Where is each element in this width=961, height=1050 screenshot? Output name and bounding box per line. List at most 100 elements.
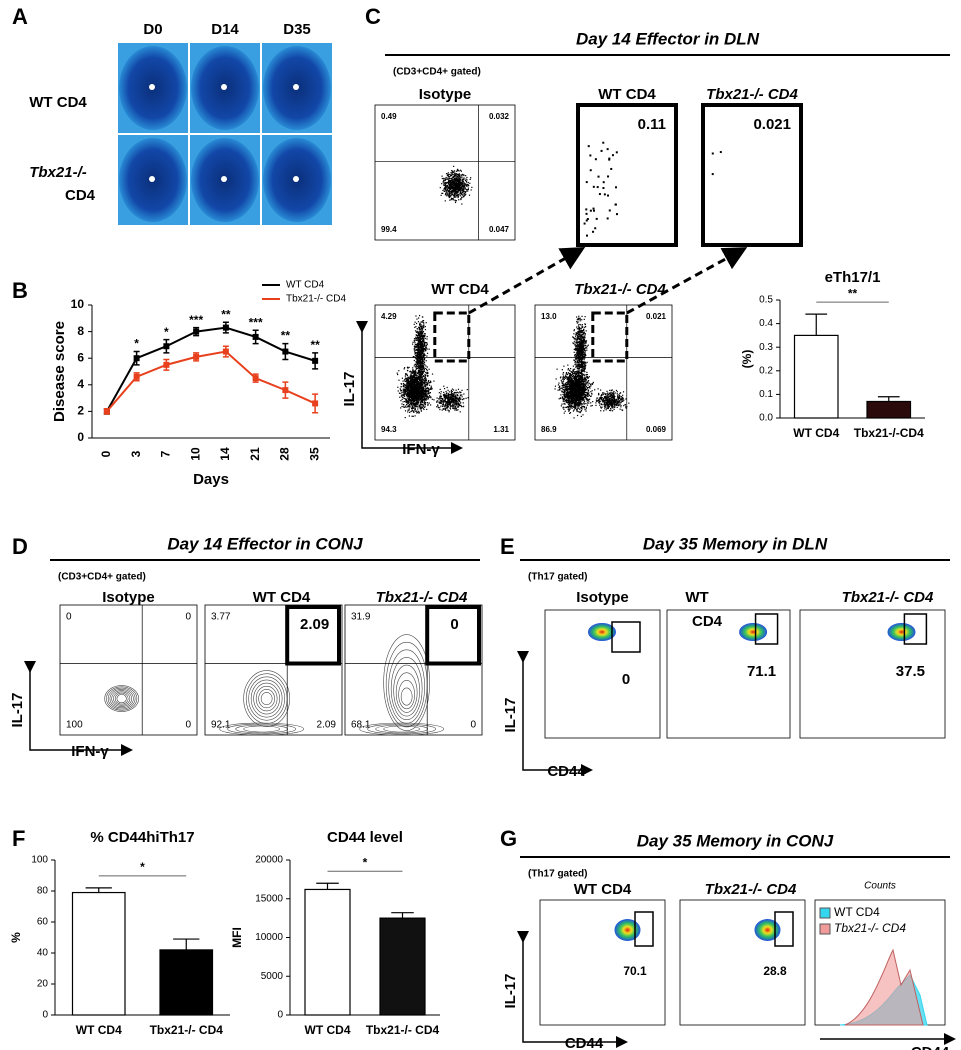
zoom-value: 0.021: [753, 116, 791, 133]
event-dot: [405, 417, 406, 418]
event-dot: [449, 189, 450, 190]
event-dot: [410, 396, 411, 397]
event-dot: [460, 402, 461, 403]
event-dot: [446, 407, 447, 408]
event-dot: [417, 373, 418, 374]
event-dot: [425, 384, 426, 385]
event-dot: [424, 390, 425, 391]
event-dot: [440, 393, 441, 394]
event-dot: [409, 394, 410, 395]
event-dot: [403, 404, 404, 405]
event-dot: [415, 396, 416, 397]
event-dot: [454, 178, 455, 179]
event-dot: [425, 377, 426, 378]
event-dot: [426, 398, 427, 399]
event-dot: [595, 158, 597, 160]
panel-label: A: [12, 4, 28, 29]
event-dot: [418, 397, 419, 398]
event-dot: [562, 397, 563, 398]
event-dot: [449, 176, 450, 177]
event-dot: [590, 396, 591, 397]
event-dot: [419, 315, 420, 316]
event-dot: [423, 351, 424, 352]
event-dot: [443, 403, 444, 404]
zoom-title: Tbx21-/- CD4: [706, 86, 798, 103]
event-dot: [406, 394, 407, 395]
event-dot: [417, 350, 418, 351]
event-dot: [443, 178, 444, 179]
event-dot: [457, 192, 458, 193]
event-dot: [440, 389, 441, 390]
event-dot: [424, 349, 425, 350]
event-dot: [421, 331, 422, 332]
event-dot: [562, 387, 563, 388]
x-tick-label: 35: [307, 447, 321, 461]
event-dot: [459, 175, 460, 176]
event-dot: [417, 332, 418, 333]
event-dot: [570, 368, 571, 369]
event-dot: [454, 182, 455, 183]
event-dot: [587, 394, 588, 395]
event-dot: [414, 415, 415, 416]
event-dot: [412, 379, 413, 380]
event-dot: [436, 406, 437, 407]
event-dot: [420, 387, 421, 388]
event-dot: [422, 402, 423, 403]
event-dot: [414, 365, 415, 366]
event-dot: [415, 371, 416, 372]
event-dot: [450, 180, 451, 181]
event-dot: [432, 399, 433, 400]
event-dot: [410, 399, 411, 400]
event-dot: [456, 187, 457, 188]
event-dot: [419, 366, 420, 367]
event-dot: [401, 406, 402, 407]
event-dot: [425, 342, 426, 343]
event-dot: [425, 403, 426, 404]
event-dot: [569, 404, 570, 405]
event-dot: [564, 379, 565, 380]
event-dot: [443, 386, 444, 387]
event-dot: [443, 392, 444, 393]
event-dot: [421, 373, 422, 374]
event-dot: [425, 329, 426, 330]
event-dot: [590, 402, 591, 403]
event-dot: [460, 179, 461, 180]
event-dot: [451, 390, 452, 391]
y-tick-label: 0: [277, 1010, 283, 1021]
event-dot: [443, 401, 444, 402]
error-bar: [391, 913, 414, 918]
event-dot: [419, 377, 420, 378]
event-dot: [612, 154, 614, 156]
significance: *: [140, 860, 145, 874]
event-dot: [416, 379, 417, 380]
event-dot: [587, 376, 588, 377]
event-dot: [568, 368, 569, 369]
event-dot: [463, 402, 464, 403]
event-dot: [454, 170, 455, 171]
event-dot: [409, 371, 410, 372]
event-dot: [585, 383, 586, 384]
event-dot: [419, 389, 420, 390]
event-dot: [424, 406, 425, 407]
event-dot: [459, 397, 460, 398]
marker: [312, 400, 318, 406]
event-dot: [417, 389, 418, 390]
event-dot: [412, 369, 413, 370]
event-dot: [571, 385, 572, 386]
event-dot: [429, 402, 430, 403]
event-dot: [562, 374, 563, 375]
event-dot: [607, 217, 609, 219]
event-dot: [431, 387, 432, 388]
event-dot: [463, 174, 464, 175]
event-dot: [414, 348, 415, 349]
event-dot: [404, 396, 405, 397]
event-dot: [417, 399, 418, 400]
event-dot: [424, 359, 425, 360]
event-dot: [429, 393, 430, 394]
event-dot: [449, 410, 450, 411]
event-dot: [460, 411, 461, 412]
event-dot: [408, 397, 409, 398]
event-dot: [406, 390, 407, 391]
event-dot: [577, 370, 578, 371]
event-dot: [426, 345, 427, 346]
